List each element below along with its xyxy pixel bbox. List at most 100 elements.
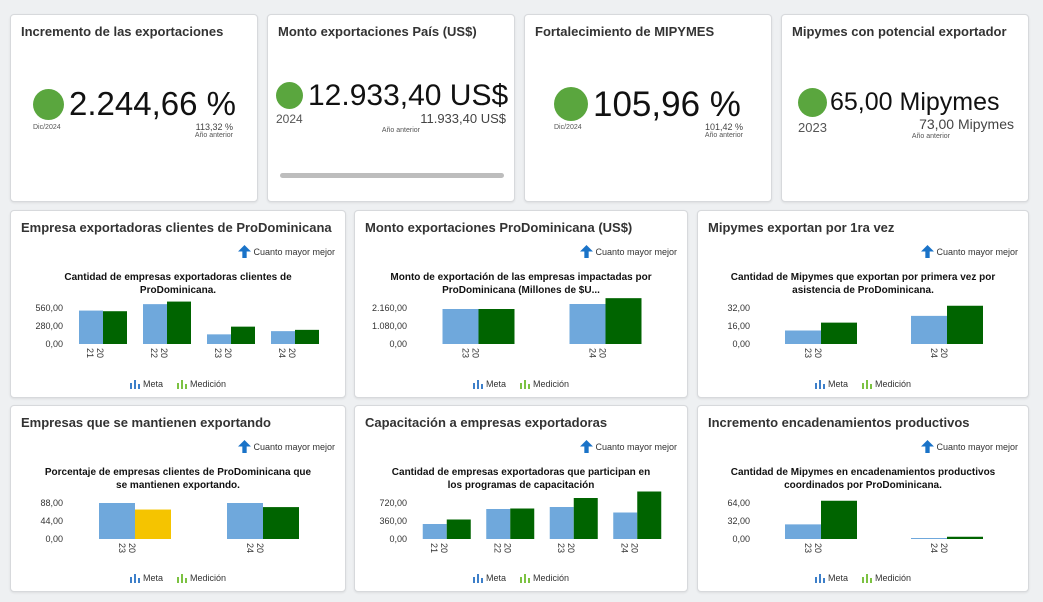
bar-meta[interactable] bbox=[613, 512, 638, 540]
y-tick-label: 64,00 bbox=[727, 498, 750, 508]
bar-meta[interactable] bbox=[569, 304, 606, 344]
bar-meta[interactable] bbox=[785, 330, 821, 345]
y-tick-label: 0,00 bbox=[45, 339, 63, 349]
chart-card-monto-prodominicana[interactable]: Monto exportaciones ProDominicana (US$) C… bbox=[354, 210, 688, 398]
legend-item-medicion[interactable]: Medición bbox=[861, 379, 911, 389]
bar-chart-icon bbox=[472, 380, 483, 389]
cuanto-mayor-mejor: Cuanto mayor mejor bbox=[580, 245, 677, 258]
bar-meta[interactable] bbox=[99, 503, 135, 539]
legend-item-meta[interactable]: Meta bbox=[129, 379, 163, 389]
svg-text:23: 23 bbox=[461, 348, 471, 358]
legend-item-meta[interactable]: Meta bbox=[472, 573, 506, 583]
y-tick-label: 0,00 bbox=[732, 339, 750, 349]
y-tick-label: 0,00 bbox=[389, 534, 407, 544]
legend-item-medicion[interactable]: Medición bbox=[861, 573, 912, 583]
status-dot-icon bbox=[33, 89, 64, 120]
chart-legend: Meta Medición bbox=[355, 573, 687, 583]
svg-text:20: 20 bbox=[566, 543, 576, 553]
x-tick-label: 2024 bbox=[619, 543, 639, 553]
legend-label: Medición bbox=[874, 573, 912, 583]
chart-card-capacitacion[interactable]: Capacitación a empresas exportadoras Cuan… bbox=[354, 405, 688, 592]
horizontal-scrollbar[interactable] bbox=[280, 173, 504, 178]
kpi-card-incremento[interactable]: Incremento de las exportaciones 2.244,66… bbox=[10, 14, 258, 202]
bar-meta[interactable] bbox=[271, 331, 295, 344]
kpi-period: Dic/2024 bbox=[33, 124, 61, 131]
bar-medicion[interactable] bbox=[263, 507, 299, 539]
chart-title: Cantidad de empresas exportadoras que pa… bbox=[391, 467, 651, 491]
legend-item-meta[interactable]: Meta bbox=[814, 573, 848, 583]
panel-title: Empresa exportadoras clientes de ProDomi… bbox=[21, 220, 332, 235]
chart-card-encadenamientos[interactable]: Incremento encadenamientos productivos Cu… bbox=[697, 405, 1029, 592]
panel-title: Capacitación a empresas exportadoras bbox=[365, 415, 608, 430]
chart-card-empresas-mantienen[interactable]: Empresas que se mantienen exportando Cuan… bbox=[10, 405, 346, 592]
bar-medicion[interactable] bbox=[821, 322, 857, 344]
chart-title: Monto de exportación de las empresas imp… bbox=[390, 272, 652, 296]
bar-medicion[interactable] bbox=[637, 491, 662, 540]
bar-meta[interactable] bbox=[549, 507, 574, 539]
svg-text:22: 22 bbox=[149, 348, 159, 358]
bar-medicion[interactable] bbox=[947, 536, 983, 539]
kpi-previous-value: 73,00 Mipymes bbox=[919, 116, 1014, 132]
bar-medicion[interactable] bbox=[821, 500, 857, 539]
svg-text:20: 20 bbox=[813, 543, 823, 553]
chart-card-empresas-exportadoras[interactable]: Empresa exportadoras clientes de ProDomi… bbox=[10, 210, 346, 398]
bar-medicion[interactable] bbox=[947, 305, 983, 344]
legend-item-medicion[interactable]: Medición bbox=[176, 573, 226, 583]
bar-meta[interactable] bbox=[79, 310, 103, 344]
panel-title: Monto exportaciones ProDominicana (US$) bbox=[365, 220, 633, 235]
y-tick-label: 2.160,00 bbox=[372, 303, 407, 313]
legend-item-meta[interactable]: Meta bbox=[472, 379, 506, 389]
bar-meta[interactable] bbox=[785, 524, 821, 539]
chart-card-mipymes-primera-vez[interactable]: Mipymes exportan por 1ra vez Cuanto mayor… bbox=[697, 210, 1029, 398]
bar-medicion[interactable] bbox=[231, 326, 255, 344]
bar-meta[interactable] bbox=[207, 334, 231, 344]
x-tick-label: 2024 bbox=[277, 348, 297, 358]
panel-title: Incremento encadenamientos productivos bbox=[708, 415, 970, 430]
bar-medicion[interactable] bbox=[573, 498, 598, 539]
kpi-value: 105,96 % bbox=[593, 85, 741, 124]
bar-medicion[interactable] bbox=[510, 508, 535, 540]
x-tick-label: 2023 bbox=[556, 543, 576, 553]
legend-item-medicion[interactable]: Medición bbox=[176, 379, 226, 389]
bar-meta[interactable] bbox=[486, 509, 511, 539]
x-tick-label: 2024 bbox=[588, 348, 608, 358]
bar-medicion[interactable] bbox=[446, 519, 471, 540]
status-dot-icon bbox=[276, 82, 303, 109]
kpi-previous-label: Año anterior bbox=[911, 133, 950, 140]
bar-chart-icon bbox=[814, 574, 825, 583]
bar-medicion[interactable] bbox=[478, 309, 515, 344]
legend-item-meta[interactable]: Meta bbox=[814, 379, 848, 389]
bar-medicion[interactable] bbox=[605, 298, 642, 344]
y-tick-label: 88,00 bbox=[40, 498, 63, 508]
kpi-card-monto-pais[interactable]: Monto exportaciones País (US$) 12.933,40… bbox=[267, 14, 515, 202]
legend-label: Meta bbox=[827, 573, 848, 583]
chart-legend: Meta Medición bbox=[698, 573, 1028, 583]
kpi-value: 12.933,40 US$ bbox=[308, 79, 509, 112]
chart-legend: Meta Medición bbox=[11, 379, 345, 389]
bar-meta[interactable] bbox=[911, 315, 947, 344]
x-tick-label: 2024 bbox=[929, 543, 949, 553]
kpi-card-fortalecimiento[interactable]: Fortalecimiento de MIPYMES 105,96 % Dic/… bbox=[524, 14, 772, 202]
legend-item-medicion[interactable]: Medición bbox=[519, 573, 569, 583]
chart-legend: Meta Medición bbox=[698, 379, 1028, 389]
bar-medicion[interactable] bbox=[135, 509, 171, 539]
bar-meta[interactable] bbox=[911, 538, 947, 539]
y-tick-label: 360,00 bbox=[379, 516, 407, 526]
bar-meta[interactable] bbox=[227, 503, 263, 539]
bar-medicion[interactable] bbox=[167, 301, 191, 344]
bar-chart-icon bbox=[519, 574, 530, 583]
arrow-up-icon bbox=[238, 440, 252, 453]
legend-item-meta[interactable]: Meta bbox=[129, 573, 163, 583]
kpi-title: Mipymes con potencial exportador bbox=[792, 24, 1007, 39]
bar-medicion[interactable] bbox=[295, 329, 319, 344]
kpi-card-mipymes-potencial[interactable]: Mipymes con potencial exportador 65,00 M… bbox=[781, 14, 1029, 202]
bar-meta[interactable] bbox=[422, 524, 447, 539]
mejor-label: Cuanto mayor mejor bbox=[253, 246, 335, 257]
svg-text:20: 20 bbox=[598, 348, 608, 358]
legend-item-medicion[interactable]: Medición bbox=[519, 379, 569, 389]
bar-medicion[interactable] bbox=[103, 311, 127, 344]
bar-meta[interactable] bbox=[143, 304, 167, 344]
bar-meta[interactable] bbox=[442, 309, 479, 344]
